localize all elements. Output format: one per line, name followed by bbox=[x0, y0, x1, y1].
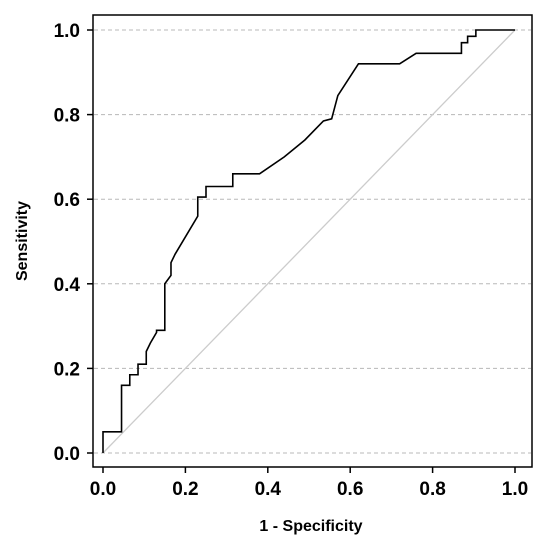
y-tick-label: 0.2 bbox=[54, 359, 80, 380]
x-tick-label: 1.0 bbox=[502, 479, 528, 500]
x-tick-label: 0.2 bbox=[172, 479, 198, 500]
y-tick-label: 0.4 bbox=[54, 275, 81, 296]
y-tick-label: 1.0 bbox=[54, 21, 80, 42]
y-tick-label: 0.8 bbox=[54, 106, 80, 127]
y-tick-label: 0.0 bbox=[54, 444, 80, 465]
reference-diagonal-line bbox=[102, 29, 516, 454]
x-axis: 0.0 0.2 0.4 0.6 0.8 1.0 bbox=[90, 467, 528, 500]
y-tick-label: 0.6 bbox=[54, 190, 80, 211]
x-tick-label: 0.6 bbox=[337, 479, 363, 500]
grid-lines bbox=[94, 29, 531, 454]
x-tick-label: 0.0 bbox=[90, 479, 116, 500]
x-axis-title: 1 - Specificity bbox=[259, 518, 362, 535]
plot-frame bbox=[92, 14, 533, 468]
y-axis: 0.0 0.2 0.4 0.6 0.8 1.0 bbox=[54, 21, 93, 465]
roc-curve-line bbox=[102, 29, 515, 453]
x-tick-label: 0.8 bbox=[419, 479, 445, 500]
series-layer bbox=[102, 29, 516, 454]
x-tick-label: 0.4 bbox=[255, 479, 282, 500]
y-axis-title: Sensitivity bbox=[14, 201, 31, 281]
